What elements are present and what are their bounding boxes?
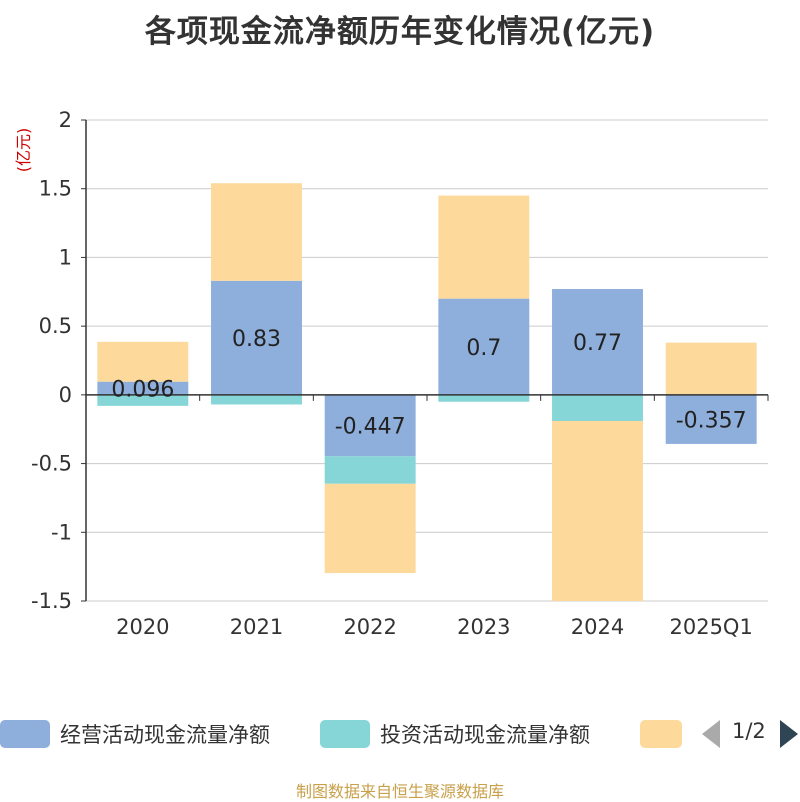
bar-operating xyxy=(211,280,302,395)
bar-third-series xyxy=(324,483,416,574)
bar-third-series xyxy=(552,420,643,601)
bar-investing xyxy=(324,456,416,484)
legend-item-operating[interactable]: 经营活动现金流量净额 xyxy=(0,714,300,754)
legend-next-arrow-icon[interactable] xyxy=(780,720,798,748)
x-tick-label: 2020 xyxy=(116,615,169,639)
y-tick-label: 1.5 xyxy=(39,177,72,201)
y-tick-label: 0 xyxy=(59,383,72,407)
bar-operating xyxy=(552,289,643,395)
bar-operating xyxy=(665,394,757,444)
bar-investing xyxy=(552,394,643,421)
legend-pager: 1/2 xyxy=(700,714,800,754)
bar-investing xyxy=(211,394,302,405)
y-tick-label: 2 xyxy=(59,108,72,132)
x-tick-label: 2021 xyxy=(230,615,283,639)
x-tick-label: 2025Q1 xyxy=(669,615,752,639)
legend-item-third[interactable] xyxy=(640,714,690,754)
x-tick-label: 2023 xyxy=(457,615,510,639)
legend-swatch-operating xyxy=(0,720,50,748)
bar-value-label: 0.096 xyxy=(111,377,174,402)
bar-third-series xyxy=(97,341,189,382)
x-tick-label: 2024 xyxy=(571,615,624,639)
y-tick-label: -1 xyxy=(51,520,72,544)
y-tick-label: 0.5 xyxy=(39,314,72,338)
legend-swatch-third xyxy=(640,720,682,748)
bar-operating xyxy=(438,298,530,395)
bar-operating xyxy=(97,381,189,395)
x-tick-label: 2022 xyxy=(343,615,396,639)
legend-page-indicator: 1/2 xyxy=(732,719,766,743)
bar-operating xyxy=(324,394,416,457)
bar-third-series xyxy=(438,195,530,299)
legend-label-investing: 投资活动现金流量净额 xyxy=(380,723,590,747)
legend-item-investing[interactable]: 投资活动现金流量净额 xyxy=(320,714,630,754)
bar-value-label: -0.357 xyxy=(676,408,747,433)
bar-value-label: -0.447 xyxy=(335,415,406,440)
bar-third-series xyxy=(665,342,757,395)
y-tick-label: -0.5 xyxy=(31,452,72,476)
y-tick-label: 1 xyxy=(59,245,72,269)
source-note: 制图数据来自恒生聚源数据库 xyxy=(295,782,504,801)
bar-investing xyxy=(438,394,530,402)
legend-prev-arrow-icon[interactable] xyxy=(702,720,720,748)
legend-label-operating: 经营活动现金流量净额 xyxy=(60,723,270,747)
y-tick-label: -1.5 xyxy=(31,589,72,613)
bar-investing xyxy=(97,394,189,406)
chart-title: 各项现金流净额历年变化情况(亿元) xyxy=(144,14,656,50)
bar-value-label: 0.77 xyxy=(573,331,622,356)
bar-third-series xyxy=(211,183,302,281)
bar-chart: 2 1.5 1 0.5 0 -0.5 -1 -1.5 0.096 0.83 -0.447 0.7 0.7… xyxy=(31,108,769,639)
bar-value-label: 0.83 xyxy=(232,327,281,352)
legend-swatch-investing xyxy=(320,720,370,748)
bar-value-label: 0.7 xyxy=(466,336,501,361)
legend: 经营活动现金流量净额 投资活动现金流量净额 1/2 xyxy=(0,714,800,754)
